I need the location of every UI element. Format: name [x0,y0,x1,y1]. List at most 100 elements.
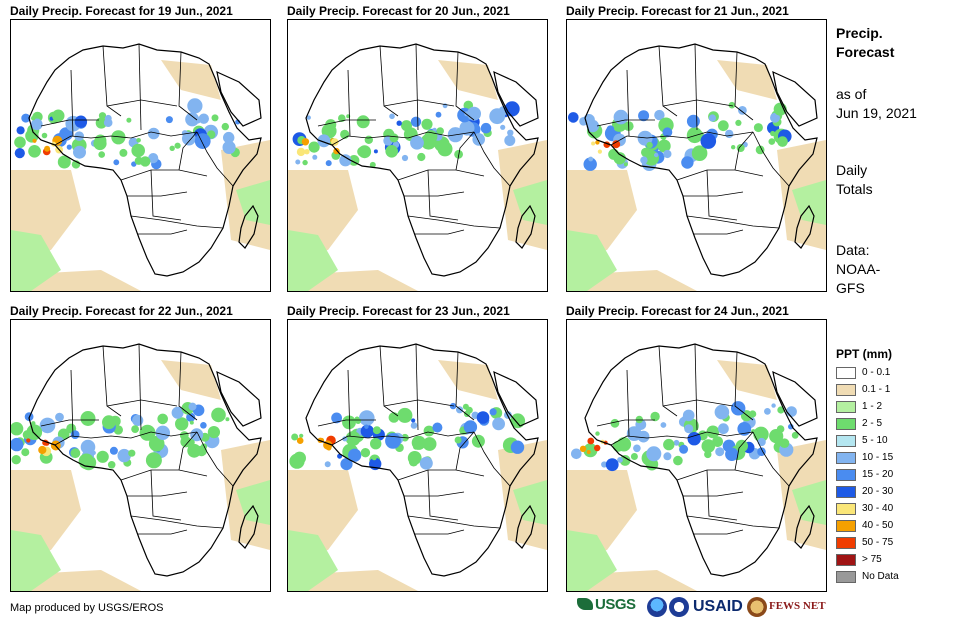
madagascar-outline [238,504,259,549]
rain-cell [80,439,96,455]
heavy-rain-cell [579,445,587,452]
country-border [137,529,188,535]
country-border [178,131,198,171]
rain-cell [357,146,368,157]
rain-cell [389,133,399,143]
data-source: Data: NOAA- GFS [836,241,880,298]
country-border [196,131,234,187]
rain-cell [364,424,369,429]
rain-cell [588,156,594,162]
rain-cell [364,135,373,144]
rain-cell [646,141,653,149]
rain-cell [601,461,608,468]
legend-label: 40 - 50 [862,520,894,531]
rain-cell [179,431,189,440]
forecast-panel: Daily Precip. Forecast for 20 Jun., 2021 [287,4,548,295]
rain-cell [52,109,65,122]
rain-cell [410,116,422,128]
rain-cell [617,457,623,463]
rain-cell [673,455,683,466]
rain-cell [686,114,700,128]
country-border [397,469,485,481]
country-border [178,351,198,421]
as-of-value: Jun 19, 2021 [836,105,917,121]
rain-cell [186,412,196,422]
rain-cell [345,431,361,446]
rain-cell [372,426,381,435]
country-border [662,99,734,107]
rain-cell [200,422,207,429]
rain-cell [140,156,151,167]
forecast-panel-title: Daily Precip. Forecast for 22 Jun., 2021 [10,304,233,318]
rain-cell [715,447,725,457]
country-border [130,215,224,229]
rain-cell [583,157,597,171]
country-border [317,419,376,427]
legend-title: PPT (mm) [836,347,893,361]
precip-map-graphic [11,343,270,591]
rain-cell [31,421,36,426]
precip-map [10,19,271,292]
rain-cell [735,119,742,126]
rain-cell [605,458,619,472]
legend-swatch [836,520,856,532]
precip-map [10,319,271,592]
rain-cell [103,118,113,127]
moderate-rain-area [567,180,826,291]
rain-cell [583,443,598,458]
madagascar-outline [794,504,815,549]
legend-heading: Precip. Forecast [836,24,894,62]
country-border [455,51,475,121]
forecast-panel: Daily Precip. Forecast for 23 Jun., 2021 [287,304,548,595]
rain-cell [188,439,195,446]
country-border [694,343,698,431]
country-border [610,431,754,446]
rain-cell [682,409,695,422]
rain-cell [57,155,71,169]
rain-cell [738,106,747,115]
rain-cell [770,112,780,123]
legend-label: 1 - 2 [862,401,883,412]
rain-cell [295,159,301,165]
rain-cell [211,407,226,423]
rain-cell [370,438,382,450]
country-border [317,119,376,127]
rain-cell [371,455,377,461]
rain-cell [113,425,124,435]
rain-cell [126,117,132,123]
rain-cell [568,112,579,123]
rain-cell [59,127,73,141]
madagascar-outline [794,204,815,249]
arabia-outline [493,70,539,127]
precip-map [566,19,827,292]
heavy-rain-cell [587,437,595,445]
legend-swatch [836,401,856,413]
country-border [137,229,188,235]
legend-swatch [836,537,856,549]
totals-note: Daily Totals [836,161,873,199]
precip-map [287,19,548,292]
moderate-rain-area [11,180,270,291]
rain-cell [41,132,48,139]
rain-cell [385,145,398,158]
rain-cell [325,119,337,131]
legend-label: 0 - 0.1 [862,367,891,378]
heavy-rain-cell [296,147,306,157]
country-border [734,431,754,471]
country-border [734,51,754,121]
rain-cell [308,141,320,153]
rain-cell [396,120,402,126]
rain-cell [31,118,43,131]
country-border [138,343,142,431]
rain-cell [26,424,43,440]
country-border [455,131,475,171]
light-rain-area [11,60,270,291]
rain-cell [768,138,776,145]
rain-cell [187,98,203,114]
country-border [70,369,74,437]
forecast-panel: Daily Precip. Forecast for 19 Jun., 2021 [10,4,271,295]
madagascar-outline [515,204,536,249]
rain-cell [725,447,739,461]
legend-label: 2 - 5 [862,418,883,429]
light-rain-area [288,60,547,291]
